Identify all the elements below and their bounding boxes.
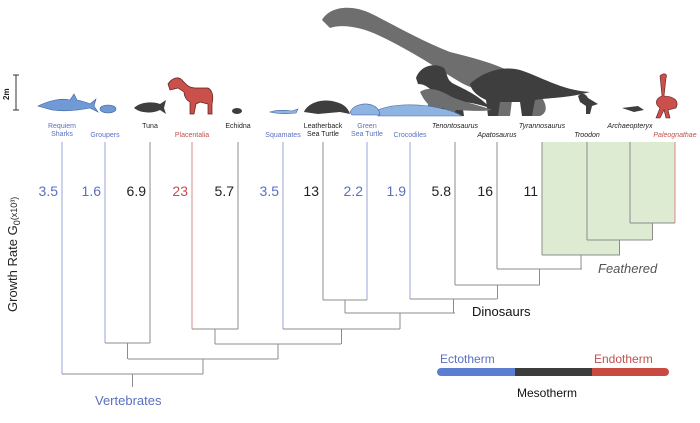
growth-rate-value: 1.6: [82, 183, 102, 199]
taxon-label: Paleognathae: [653, 132, 696, 139]
silhouettes: [37, 7, 678, 119]
taxon-label: Apatosaurus: [476, 132, 517, 139]
taxon-label-line2: Sea Turtle: [351, 131, 383, 138]
apatosaurus-silhouette: [470, 68, 590, 116]
tuna-silhouette: [134, 100, 166, 114]
phylogenetic-tree: [61, 142, 676, 387]
taxon-label: Placentalia: [175, 132, 209, 139]
taxon-label: Groupers: [90, 132, 120, 139]
green-turtle-silhouette: [349, 103, 381, 116]
shark-silhouette: [37, 93, 99, 113]
growth-rate-value: 2.2: [344, 183, 364, 199]
growth-rate-value: 1.9: [387, 183, 407, 199]
growth-rate-value: 5.7: [215, 183, 235, 199]
taxon-label: Tenontosaurus: [432, 123, 479, 130]
taxon-label-line2: Sharks: [51, 131, 73, 138]
taxon-label: Tuna: [142, 123, 158, 130]
taxon-label: Echidna: [225, 123, 250, 130]
horse-silhouette: [167, 77, 214, 115]
clade-label-dinosaurs: Dinosaurs: [472, 304, 531, 319]
taxon-label: Green: [357, 123, 377, 130]
clade-label-feathered: Feathered: [598, 261, 658, 276]
taxon-label: Leatherback: [304, 123, 343, 130]
growth-rate-value: 3.5: [260, 183, 280, 199]
taxon-label: Squamates: [265, 132, 301, 139]
taxon-label: Troodon: [574, 132, 600, 139]
legend-bar-endo: [592, 368, 669, 376]
thermoregulation-legend: Ectotherm Endotherm Mesotherm: [437, 352, 669, 400]
taxon-label: Requiem: [48, 123, 76, 130]
scale-bar-label: 2m: [2, 88, 11, 100]
growth-rate-values: 3.5 1.6 6.9 23 5.7 3.5 13 2.2 1.9 5.8 16 11: [39, 183, 539, 199]
echidna-silhouette: [232, 108, 242, 114]
clade-label-vertebrates: Vertebrates: [95, 393, 162, 408]
growth-rate-value: 23: [172, 183, 188, 199]
archaeopteryx-silhouette: [622, 106, 644, 112]
legend-mesotherm: Mesotherm: [517, 386, 577, 400]
legend-ectotherm: Ectotherm: [440, 352, 495, 366]
tenontosaurus-silhouette: [420, 89, 492, 116]
growth-rate-value: 16: [477, 183, 493, 199]
growth-rate-value: 3.5: [39, 183, 59, 199]
legend-endotherm: Endotherm: [594, 352, 653, 366]
squamate-silhouette: [268, 108, 299, 114]
growth-rate-value: 11: [523, 183, 538, 199]
scale-bar: 2m: [2, 74, 19, 111]
troodon-silhouette: [578, 93, 598, 114]
y-axis-label: Growth Rate G0(x10³): [5, 197, 22, 312]
grouper-silhouette: [99, 104, 117, 114]
taxon-label: Tyrannosaurus: [519, 123, 566, 130]
feathered-box: [630, 142, 675, 223]
legend-bar-ecto: [437, 368, 519, 376]
taxon-label-line2: Sea Turtle: [307, 131, 339, 138]
taxon-label: Crocodiles: [393, 132, 427, 139]
growth-rate-value: 6.9: [127, 183, 147, 199]
taxon-label: Archaeopteryx: [606, 123, 653, 130]
leatherback-silhouette: [304, 100, 350, 114]
feathered-clade-fill: [542, 142, 675, 255]
paleognath-silhouette: [655, 73, 678, 119]
tyrannosaurus-silhouette: [416, 65, 490, 116]
legend-bar-meso: [515, 368, 595, 376]
growth-rate-value: 13: [303, 183, 319, 199]
growth-rate-value: 5.8: [432, 183, 452, 199]
crocodile-silhouette: [377, 104, 464, 117]
